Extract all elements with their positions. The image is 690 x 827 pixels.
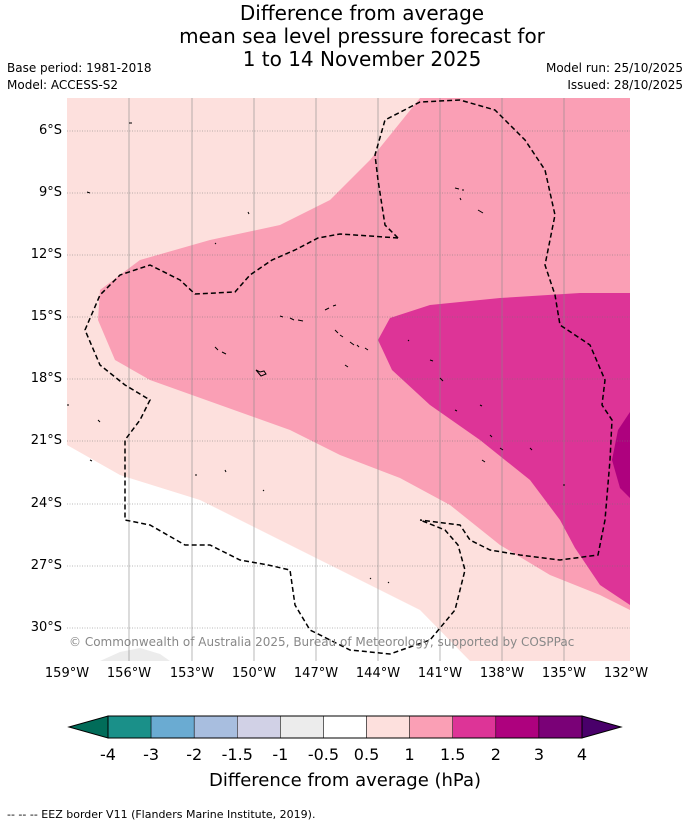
lat-label: 12°S [30, 247, 62, 262]
colorbar-segment [280, 715, 324, 739]
colorbar-segments [107, 715, 583, 739]
colorbar-segment [366, 715, 410, 739]
base-period: Base period: 1981-2018 [7, 61, 152, 75]
meta-left: Base period: 1981-2018 Model: ACCESS-S2 [7, 60, 152, 94]
colorbar-tick-label: 1.5 [439, 745, 466, 764]
colorbar-title: Difference from average (hPa) [208, 770, 482, 791]
colorbar-segment [323, 715, 367, 739]
meta-right: Model run: 25/10/2025 Issued: 28/10/2025 [546, 60, 683, 94]
colorbar [67, 715, 623, 739]
lat-label: 15°S [30, 309, 62, 324]
lat-label: 18°S [30, 371, 62, 386]
contour-neg-0-5 [100, 648, 170, 661]
lon-gridlines [128, 98, 565, 661]
lon-label: 138°W [479, 666, 525, 681]
issued-date: Issued: 28/10/2025 [567, 78, 683, 92]
colorbar-tick-label: 0.5 [353, 745, 380, 764]
eez-legend: -- -- -- EEZ border V11 (Flanders Marine… [7, 808, 316, 821]
colorbar-tick-label: -4 [100, 745, 116, 764]
colorbar-segment [409, 715, 453, 739]
colorbar-segment [452, 715, 497, 739]
colorbar-segment [150, 715, 195, 739]
lat-label: 21°S [30, 433, 62, 448]
eez-border-cook-islands [84, 233, 466, 655]
copyright-text: © Commonwealth of Australia 2025, Bureau… [69, 635, 574, 649]
colorbar-frame [107, 715, 583, 739]
model-run: Model run: 25/10/2025 [545, 61, 683, 75]
colorbar-segment [107, 715, 152, 739]
colorbar-tick-label: -3 [143, 745, 160, 764]
model-name: Model: ACCESS-S2 [7, 78, 119, 92]
lat-label: 30°S [30, 620, 62, 635]
colorbar-segment [237, 715, 281, 739]
colorbar-segment [193, 715, 238, 739]
contour-1-5-to-2 [378, 293, 630, 605]
colorbar-tick-label: -1 [272, 745, 289, 764]
colorbar-tick-label: 2 [490, 745, 501, 764]
colorbar-tick-label: 3 [533, 745, 544, 764]
lon-label: 132°W [603, 666, 649, 681]
lon-label: 153°W [169, 666, 215, 681]
lat-label: 27°S [30, 558, 62, 573]
islands [67, 122, 565, 584]
colorbar-segment [538, 715, 583, 739]
title-line-2: mean sea level pressure forecast for [179, 24, 545, 48]
contour-2-to-3 [612, 412, 630, 498]
lat-label: 24°S [30, 496, 62, 511]
colorbar-tick-label: -2 [186, 745, 203, 764]
lon-label: 135°W [541, 666, 587, 681]
colorbar-tick-label: -0.5 [307, 745, 340, 764]
lat-label: 9°S [38, 185, 62, 200]
colorbar-tick-label: -1.5 [221, 745, 253, 764]
lon-label: 147°W [293, 666, 339, 681]
colorbar-under-arrow [67, 715, 109, 739]
contour-1-to-1-5 [98, 98, 630, 610]
lat-label: 6°S [38, 123, 62, 138]
lon-label: 141°W [417, 666, 463, 681]
title-line-1: Difference from average [239, 1, 485, 25]
colorbar-tick-label: 1 [404, 745, 415, 764]
colorbar-tick-label: 4 [576, 745, 588, 764]
eez-border-french-polynesia [374, 99, 613, 561]
lon-label: 150°W [231, 666, 277, 681]
colorbar-over-arrow [581, 715, 623, 739]
map-area [67, 98, 630, 661]
title-line-3: 1 to 14 November 2025 [242, 47, 482, 71]
lon-label: 156°W [106, 666, 152, 681]
colorbar-segment [495, 715, 540, 739]
lon-label: 159°W [44, 666, 90, 681]
lon-label: 144°W [355, 666, 401, 681]
chart-title: Difference from average mean sea level p… [0, 2, 690, 71]
